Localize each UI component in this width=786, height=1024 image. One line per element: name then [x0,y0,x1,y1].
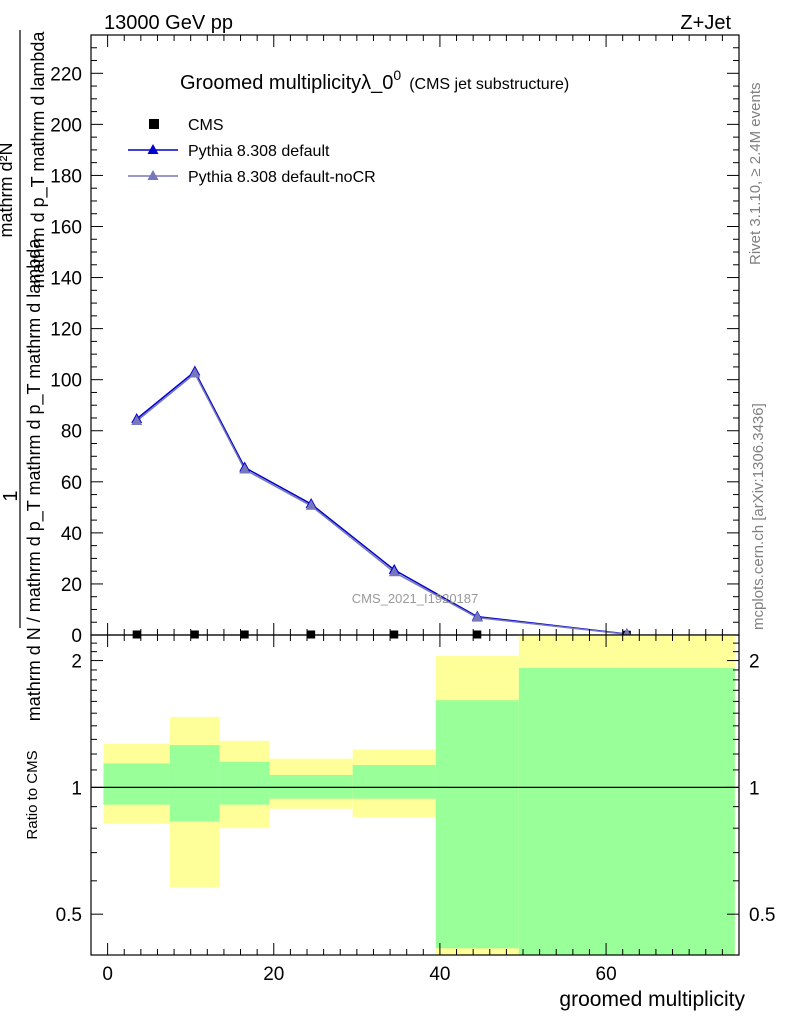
x-axis-label: groomed multiplicity [559,988,745,1011]
series-point-2 [239,463,251,474]
ratio-band-green [169,745,220,822]
main-y-tick-label: 20 [61,575,82,596]
ratio-bands [103,635,735,955]
ratio-band-green [435,700,519,949]
ratio-x-axis: 0 20 40 60 [102,635,723,985]
ratio-y-tick-label: 1 [71,778,82,799]
main-y-tick-label: 60 [61,473,82,494]
ratio-y-tick-label: 0.5 [56,905,82,926]
legend-label: Pythia 8.308 default-noCR [188,169,376,186]
watermark: CMS_2021_I1920187 [352,591,479,606]
ylabel-numerator-line2: mathrm d p_T mathrm d lambda [28,31,49,289]
x-tick-label: 20 [263,964,284,985]
main-y-tick-label: 40 [61,524,82,545]
main-y-tick-label: 220 [50,64,82,85]
ratio-y-tick-label: 2 [71,652,82,673]
ratio-band-green [352,765,436,799]
legend-label: Pythia 8.308 default [188,143,330,160]
ratio-y-tick-label-right: 1 [749,778,760,799]
ratio-frame [90,634,740,956]
chart-subtitle: (CMS jet substructure) [409,76,569,93]
legend-marker-triangle [147,170,159,180]
ylabel-one: 1 [0,490,22,501]
ratio-y-axis: 0.5 0.5 1 1 2 2 [56,642,775,956]
mcplots-label: mcplots.cern.ch [arXiv:1306.3436] [750,403,767,630]
series-point-2 [131,415,143,426]
process-label: Z+Jet [680,12,731,34]
rivet-label: Rivet 3.1.10, ≥ 2.4M events [747,83,764,266]
main-y-axis: 0 20 40 60 80 100 120 140 160 180 200 220 [50,34,739,647]
energy-label: 13000 GeV pp [104,12,233,34]
legend-label: CMS [188,117,224,134]
chart-title-superscript: 0 [393,67,401,83]
main-y-axis-label: 1 mathrm d N / mathrm d p_T mathrm d p_T… [0,30,49,721]
x-tick-label: 60 [596,964,617,985]
ratio-plot-panel: 0.5 0.5 1 1 2 2 0 20 40 60 Ratio to CMS groomed … [24,634,775,1011]
chart-title: Groomed multiplicityλ_00 (CMS jet substru… [180,67,569,94]
main-y-tick-label: 180 [50,166,82,187]
series-point-2 [388,566,400,577]
ratio-band-green [219,761,270,805]
main-y-tick-label: 140 [50,269,82,290]
main-y-tick-label: 200 [50,115,82,136]
ratio-band-green [103,763,170,805]
series-point-2 [305,499,317,510]
ylabel-numerator: mathrm d²N [0,142,16,237]
legend-marker-cms [149,119,159,129]
chart-title-main: Groomed multiplicityλ_0 [180,72,393,94]
ylabel-denominator: mathrm d N / mathrm d p_T mathrm d p_T m… [24,238,45,721]
main-y-tick-label: 0 [71,626,82,647]
x-tick-label: 0 [102,964,113,985]
main-y-tick-label: 80 [61,422,82,443]
main-y-tick-label: 120 [50,320,82,341]
main-y-tick-label: 160 [50,217,82,238]
ratio-y-axis-label: Ratio to CMS [24,750,41,839]
legend: CMS Pythia 8.308 default Pythia 8.308 defa… [128,117,376,186]
ratio-band-green [518,668,735,955]
series-point-2 [189,367,201,378]
x-tick-label: 40 [429,964,450,985]
legend-marker-triangle [147,144,159,154]
main-x-ticks [107,35,723,635]
main-y-tick-label: 100 [50,371,82,392]
series-point-2 [471,611,483,622]
ratio-y-tick-label-right: 2 [749,652,760,673]
ratio-y-tick-label-right: 0.5 [749,905,775,926]
